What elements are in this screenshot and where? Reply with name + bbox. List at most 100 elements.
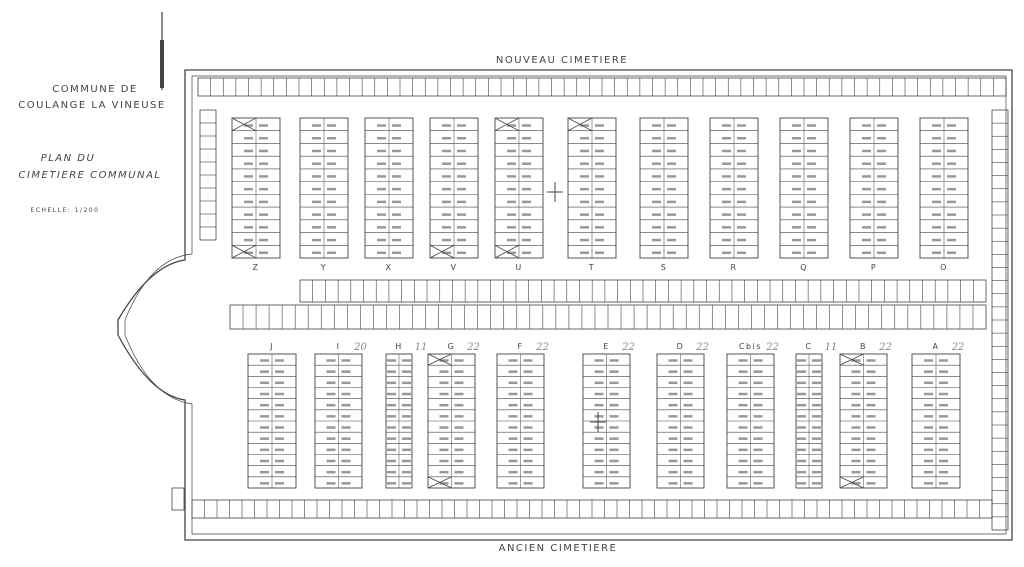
- plot-number: [947, 213, 956, 216]
- plot-number: [387, 415, 396, 418]
- plot-number: [457, 137, 466, 140]
- plot-number: [924, 459, 933, 463]
- plot-number: [609, 415, 619, 418]
- plot-number: [753, 470, 763, 474]
- plot-number: [275, 482, 284, 485]
- section-d: D 22: [656, 342, 709, 489]
- plot-number: [522, 187, 531, 191]
- plot-number: [377, 175, 386, 178]
- plot-number: [683, 437, 693, 440]
- plot-number: [580, 187, 589, 191]
- plot-number: [792, 124, 801, 127]
- plot-number: [312, 238, 321, 242]
- plot-number: [402, 482, 411, 485]
- plot-number: [508, 470, 518, 474]
- plot-number: [312, 187, 321, 191]
- plot-number: [442, 200, 451, 204]
- plot-number: [507, 149, 516, 153]
- section-label: R: [730, 263, 737, 272]
- plot-number: [939, 403, 948, 407]
- plot-number: [457, 226, 466, 229]
- section-i: I 20: [314, 342, 367, 489]
- plot-number: [797, 370, 806, 373]
- plot-number: [722, 149, 731, 153]
- plot-number: [609, 392, 619, 396]
- plot-number: [797, 459, 806, 463]
- plot-number: [812, 403, 821, 407]
- plot-number: [807, 137, 816, 140]
- plot-number: [275, 381, 284, 385]
- plot-number: [932, 238, 941, 242]
- plot-number: [508, 415, 518, 418]
- plot-number: [652, 251, 661, 255]
- plot-number: [312, 149, 321, 153]
- plot-number: [866, 370, 876, 373]
- plot-number: [652, 200, 661, 204]
- plot-number: [812, 426, 821, 429]
- plot-number: [797, 359, 806, 362]
- plot-number: [508, 381, 518, 385]
- section-h: H 11: [385, 342, 427, 489]
- north-arrow-shaft: [160, 40, 164, 88]
- plot-number: [326, 392, 336, 396]
- plot-number: [609, 470, 619, 474]
- section-label: I: [337, 342, 341, 351]
- plot-number: [523, 482, 533, 485]
- plot-number: [387, 370, 396, 373]
- plot-number: [797, 392, 806, 396]
- plot-number: [683, 482, 693, 485]
- plot-number: [738, 459, 748, 463]
- plot-number: [523, 370, 533, 373]
- plot-number: [792, 175, 801, 178]
- plot-number: [392, 200, 401, 204]
- plot-number: [508, 403, 518, 407]
- plot-number: [797, 403, 806, 407]
- plot-number: [797, 482, 806, 485]
- plot-number: [377, 226, 386, 229]
- section-label: Z: [253, 263, 260, 272]
- section-o: O: [919, 117, 969, 272]
- plot-number: [341, 370, 351, 373]
- plot-number: [327, 137, 336, 140]
- plot-number: [326, 482, 336, 485]
- section-a: A 22: [911, 342, 964, 489]
- plot-number: [932, 137, 941, 140]
- plot-number: [327, 200, 336, 204]
- plot-number: [260, 482, 269, 485]
- plot-number: [667, 226, 676, 229]
- plot-number: [275, 359, 284, 362]
- plot-number: [862, 238, 871, 242]
- section-label: E: [603, 342, 610, 351]
- plot-number: [341, 448, 351, 452]
- plot-number: [402, 370, 411, 373]
- plot-number: [722, 238, 731, 242]
- plot-number: [595, 187, 604, 191]
- plot-number: [439, 381, 449, 385]
- plot-number: [667, 251, 676, 255]
- plot-number: [722, 124, 731, 127]
- plot-number: [259, 137, 268, 140]
- plot-number: [341, 437, 351, 440]
- plot-number: [523, 415, 533, 418]
- section-p: P: [849, 117, 899, 272]
- plot-number: [454, 470, 464, 474]
- plot-number: [866, 381, 876, 385]
- plot-number: [326, 426, 336, 429]
- plot-number: [507, 213, 516, 216]
- plot-number: [522, 251, 531, 255]
- plot-number: [594, 359, 604, 362]
- plot-number: [327, 251, 336, 255]
- section-b: B 22: [839, 342, 892, 489]
- plot-number: [683, 470, 693, 474]
- plot-number: [738, 359, 748, 362]
- section-j: J: [247, 342, 297, 489]
- plot-number: [522, 137, 531, 140]
- plot-number: [259, 226, 268, 229]
- plot-number: [683, 381, 693, 385]
- plot-number: [580, 200, 589, 204]
- plot-number: [924, 359, 933, 362]
- plot-number: [244, 162, 253, 165]
- plot-number: [737, 238, 746, 242]
- plot-number: [594, 415, 604, 418]
- section-note: 22: [765, 342, 779, 353]
